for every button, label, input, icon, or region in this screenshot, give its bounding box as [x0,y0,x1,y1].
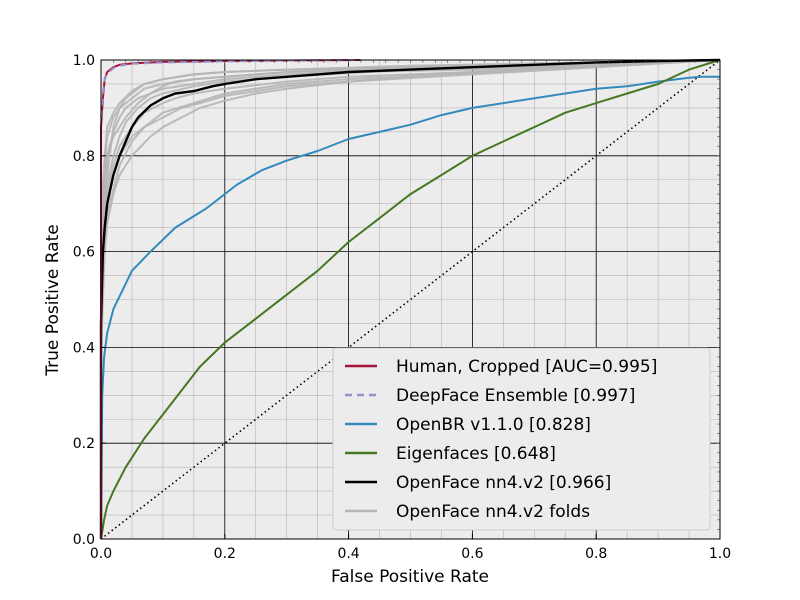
legend-box [332,347,711,531]
legend-entry: OpenBR v1.1.0 [0.828] [396,415,591,435]
y-tick-label: 0.6 [73,245,95,261]
y-tick-label: 0.0 [73,532,95,548]
x-tick-label: 1.0 [709,546,731,562]
plot-frame [100,59,721,540]
x-tick-label: 0.4 [337,546,359,562]
x-axis-label: False Positive Rate [331,567,489,587]
legend-entry: OpenFace nn4.v2 folds [396,502,590,522]
series-deepface-ensemble [100,59,362,118]
series-openbr [100,75,720,540]
x-tick-label: 0.2 [214,546,236,562]
y-tick-label: 0.4 [73,340,95,356]
legend-entry: Human, Cropped [AUC=0.995] [396,357,657,377]
x-tick-label: 0.8 [585,546,607,562]
x-tick-label: 0.0 [90,546,112,562]
legend-entry: DeepFace Ensemble [0.997] [396,386,635,406]
x-tick-label: 0.6 [461,546,483,562]
legend-entry: OpenFace nn4.v2 [0.966] [396,473,611,493]
series-eigenfaces [100,59,721,540]
series-openface-nn4v2 [99,58,721,539]
series-openface-fold-9 [100,59,721,358]
y-tick-label: 1.0 [73,53,95,69]
y-axis-label: True Positive Rate [43,224,63,376]
series-openface-fold-8 [100,59,721,243]
legend-entry: Eigenfaces [0.648] [396,444,556,464]
y-tick-label: 0.8 [73,149,95,165]
y-tick-label: 0.2 [73,436,95,452]
